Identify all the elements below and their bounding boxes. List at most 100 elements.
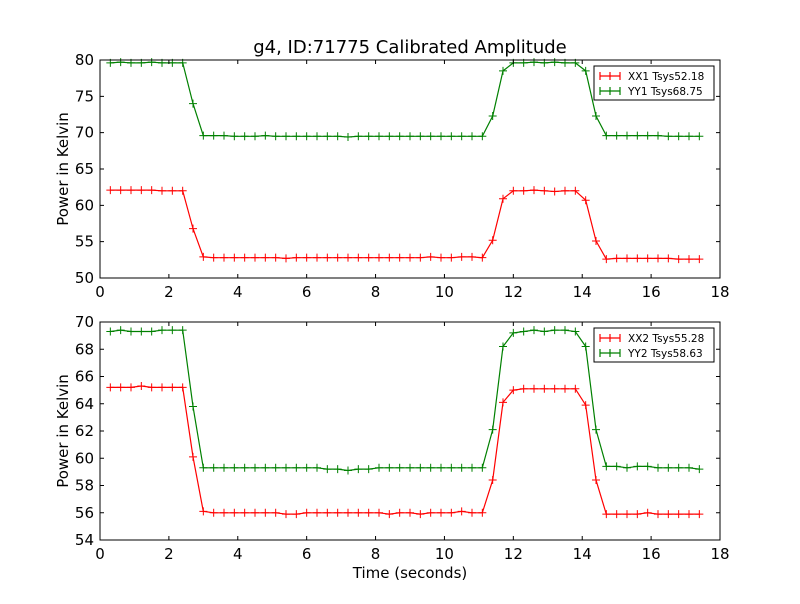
data-point-marker: [240, 508, 249, 517]
data-point-marker: [664, 132, 673, 141]
data-point-marker: [437, 132, 445, 141]
data-point-marker: [695, 465, 704, 474]
data-point-marker: [654, 463, 662, 472]
legend-label: XX1 Tsys52.18: [628, 71, 704, 83]
data-point-marker: [199, 507, 208, 516]
data-point-marker: [333, 253, 342, 262]
legend-swatch: [599, 87, 621, 95]
data-point-marker: [251, 253, 259, 262]
legend-box: [593, 327, 715, 363]
data-point-marker: [447, 132, 456, 141]
y-tick-label: 54: [75, 531, 94, 549]
data-point-marker: [375, 132, 383, 141]
data-point-marker: [468, 252, 476, 261]
data-point-marker: [178, 186, 187, 195]
data-point-marker: [106, 186, 115, 195]
data-point-marker: [261, 253, 270, 262]
y-tick-label: 60: [75, 449, 94, 467]
data-point-marker: [137, 327, 146, 336]
data-point-marker: [323, 508, 332, 517]
data-point-marker: [457, 463, 466, 472]
data-point-marker: [240, 253, 249, 262]
x-tick-label: 2: [164, 283, 174, 301]
data-point-marker: [540, 186, 549, 195]
data-point-marker: [561, 384, 569, 393]
data-point-marker: [189, 99, 197, 108]
chart-title: g4, ID:71775 Calibrated Amplitude: [253, 37, 567, 58]
data-point-marker: [426, 508, 435, 517]
legend: XX1 Tsys52.18 YY1 Tsys68.75: [593, 65, 715, 101]
data-point-marker: [106, 383, 115, 392]
data-point-marker: [602, 510, 611, 519]
data-point-marker: [333, 508, 342, 517]
data-point-marker: [251, 463, 259, 472]
data-point-marker: [674, 132, 683, 141]
data-point-marker: [323, 253, 332, 262]
data-point-marker: [643, 462, 652, 471]
data-point-marker: [416, 253, 425, 262]
y-tick-label: 65: [75, 160, 94, 178]
data-point-marker: [633, 254, 642, 263]
data-point-marker: [664, 510, 673, 519]
data-point-marker: [313, 508, 321, 517]
data-point-marker: [344, 466, 352, 475]
data-point-marker: [313, 463, 321, 472]
y-tick-label: 60: [75, 196, 94, 214]
data-point-marker: [127, 327, 135, 336]
data-point-marker: [137, 186, 146, 195]
data-point-marker: [168, 326, 177, 335]
data-point-marker: [354, 253, 363, 262]
data-point-marker: [592, 111, 600, 120]
data-point-marker: [592, 476, 600, 485]
data-point-marker: [127, 186, 135, 195]
data-point-marker: [612, 462, 621, 471]
data-point-marker: [333, 132, 342, 141]
data-point-marker: [116, 186, 125, 195]
data-point-marker: [695, 510, 704, 519]
data-point-marker: [261, 463, 270, 472]
data-point-marker: [261, 508, 270, 517]
data-point-marker: [530, 186, 538, 195]
x-tick-label: 0: [95, 545, 105, 563]
data-point-marker: [240, 463, 249, 472]
data-point-marker: [457, 507, 466, 516]
data-point-marker: [519, 384, 528, 393]
data-point-marker: [612, 254, 621, 263]
x-tick-label: 4: [233, 545, 243, 563]
data-point-marker: [654, 254, 662, 263]
data-point-marker: [220, 131, 228, 140]
x-tick-label: 14: [573, 545, 592, 563]
data-point-marker: [592, 425, 600, 434]
x-tick-label: 12: [504, 283, 523, 301]
data-point-marker: [220, 508, 228, 517]
data-point-marker: [509, 328, 518, 337]
y-tick-label: 66: [75, 368, 94, 386]
data-point-marker: [209, 463, 218, 472]
data-point-marker: [251, 132, 259, 141]
data-point-marker: [602, 255, 611, 264]
data-point-marker: [261, 131, 270, 140]
data-point-marker: [147, 186, 156, 195]
data-point-marker: [147, 58, 156, 67]
data-point-marker: [364, 132, 373, 141]
y-tick-label: 55: [75, 233, 94, 251]
data-point-marker: [612, 131, 621, 140]
data-point-marker: [643, 131, 652, 140]
data-point-marker: [302, 132, 311, 141]
data-point-marker: [395, 253, 404, 262]
data-point-marker: [354, 132, 363, 141]
data-point-marker: [364, 253, 373, 262]
data-point-marker: [674, 255, 683, 264]
x-tick-label: 14: [573, 283, 592, 301]
data-point-marker: [178, 326, 187, 335]
data-point-marker: [240, 132, 249, 141]
data-point-marker: [189, 402, 197, 411]
data-point-marker: [457, 252, 466, 261]
x-tick-label: 2: [164, 545, 174, 563]
data-point-marker: [385, 132, 394, 141]
data-point-marker: [519, 186, 528, 195]
data-point-marker: [633, 462, 642, 471]
y-tick-label: 75: [75, 87, 94, 105]
data-point-marker: [612, 510, 621, 519]
